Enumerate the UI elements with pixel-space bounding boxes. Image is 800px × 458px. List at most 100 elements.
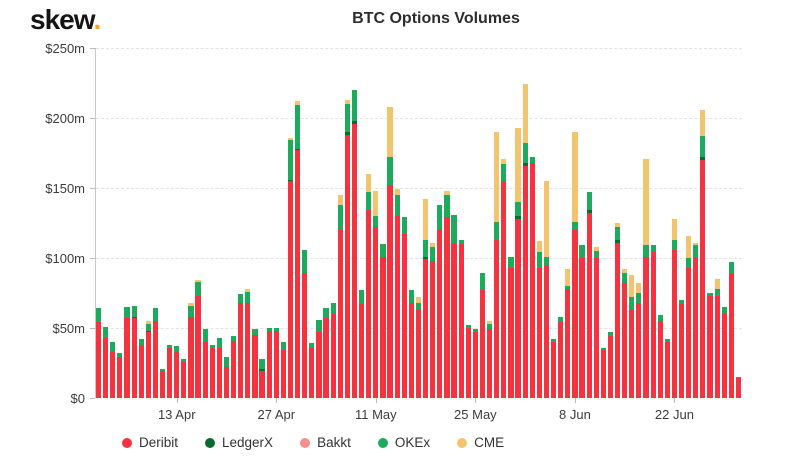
bar[interactable] xyxy=(707,293,713,398)
bar[interactable] xyxy=(693,242,699,398)
bar[interactable] xyxy=(145,321,151,398)
legend-item-cme[interactable]: CME xyxy=(457,435,504,450)
bar[interactable] xyxy=(700,109,706,398)
bar[interactable] xyxy=(423,199,429,398)
bar[interactable] xyxy=(622,269,628,398)
bar[interactable] xyxy=(529,157,535,398)
bar[interactable] xyxy=(152,308,159,398)
bar[interactable] xyxy=(607,332,614,398)
bar[interactable] xyxy=(195,280,201,398)
bar[interactable] xyxy=(287,137,294,398)
bar[interactable] xyxy=(95,308,102,398)
bar[interactable] xyxy=(159,368,166,398)
skew-logo[interactable]: skew. xyxy=(30,4,101,36)
bar[interactable] xyxy=(366,174,372,398)
bar[interactable] xyxy=(266,328,272,398)
bar[interactable] xyxy=(479,273,486,398)
bar[interactable] xyxy=(629,274,635,398)
bar[interactable] xyxy=(728,262,734,398)
bar[interactable] xyxy=(579,245,585,398)
bar[interactable] xyxy=(174,346,180,398)
bar[interactable] xyxy=(167,344,173,398)
bar[interactable] xyxy=(586,192,592,398)
bar[interactable] xyxy=(444,190,450,398)
bar[interactable] xyxy=(110,342,116,398)
bar[interactable] xyxy=(664,339,670,398)
bar[interactable] xyxy=(259,358,265,398)
legend-item-bakkt[interactable]: Bakkt xyxy=(300,435,351,450)
bar[interactable] xyxy=(650,245,656,398)
bar-segment-cme xyxy=(671,218,678,240)
bar[interactable] xyxy=(600,347,606,398)
bar[interactable] xyxy=(678,300,685,398)
bar[interactable] xyxy=(323,308,329,398)
legend-item-okex[interactable]: OKEx xyxy=(377,435,430,450)
bar[interactable] xyxy=(117,353,123,398)
bar[interactable] xyxy=(550,339,557,398)
bar[interactable] xyxy=(543,181,550,398)
bar[interactable] xyxy=(231,336,237,398)
bar[interactable] xyxy=(344,99,350,398)
bar[interactable] xyxy=(451,214,457,398)
bar[interactable] xyxy=(316,319,322,398)
bar[interactable] xyxy=(330,302,336,398)
bar[interactable] xyxy=(721,307,727,398)
bar[interactable] xyxy=(202,329,208,398)
bar[interactable] xyxy=(430,242,436,398)
bar[interactable] xyxy=(181,358,187,398)
bar[interactable] xyxy=(472,329,478,398)
legend-item-ledgerx[interactable]: LedgerX xyxy=(205,435,273,450)
bar[interactable] xyxy=(714,279,720,398)
bar[interactable] xyxy=(223,357,230,398)
bar[interactable] xyxy=(522,84,528,398)
bar[interactable] xyxy=(280,342,286,398)
bar[interactable] xyxy=(103,326,109,398)
bar[interactable] xyxy=(515,127,521,398)
bar[interactable] xyxy=(486,321,493,398)
bar[interactable] xyxy=(458,239,464,398)
bar[interactable] xyxy=(387,106,393,398)
bar[interactable] xyxy=(465,325,471,398)
bar[interactable] xyxy=(337,195,343,398)
bar-segment-okex xyxy=(494,221,500,240)
bar[interactable] xyxy=(558,316,564,398)
bar[interactable] xyxy=(252,329,258,398)
bar[interactable] xyxy=(188,302,194,398)
bar[interactable] xyxy=(401,217,407,398)
bar[interactable] xyxy=(295,101,301,398)
bar[interactable] xyxy=(359,290,365,398)
bar[interactable] xyxy=(408,290,414,398)
bar[interactable] xyxy=(309,343,315,398)
bar[interactable] xyxy=(735,377,742,398)
bar[interactable] xyxy=(373,190,379,398)
bar[interactable] xyxy=(209,344,215,398)
bar[interactable] xyxy=(138,339,144,398)
bar[interactable] xyxy=(216,337,222,398)
bar[interactable] xyxy=(131,305,137,398)
bar[interactable] xyxy=(565,269,571,398)
bar[interactable] xyxy=(302,249,308,398)
bar[interactable] xyxy=(501,158,507,398)
bar[interactable] xyxy=(508,256,514,398)
bar[interactable] xyxy=(572,132,578,398)
bar[interactable] xyxy=(273,328,279,398)
bar[interactable] xyxy=(124,307,130,398)
bar[interactable] xyxy=(657,315,663,398)
bar[interactable] xyxy=(686,235,692,398)
bar[interactable] xyxy=(536,241,542,398)
bar[interactable] xyxy=(380,244,386,398)
bar[interactable] xyxy=(593,246,599,398)
bar[interactable] xyxy=(245,288,251,398)
bar[interactable] xyxy=(415,297,422,398)
legend-item-deribit[interactable]: Deribit xyxy=(122,435,178,450)
bar[interactable] xyxy=(494,132,500,398)
bar-segment-cme xyxy=(614,223,621,228)
bar[interactable] xyxy=(238,294,244,398)
bar[interactable] xyxy=(614,223,621,398)
bar[interactable] xyxy=(671,218,678,398)
bar[interactable] xyxy=(351,90,358,398)
bar[interactable] xyxy=(636,283,642,398)
bar[interactable] xyxy=(394,189,400,398)
bar[interactable] xyxy=(643,158,649,398)
bar[interactable] xyxy=(437,204,443,398)
